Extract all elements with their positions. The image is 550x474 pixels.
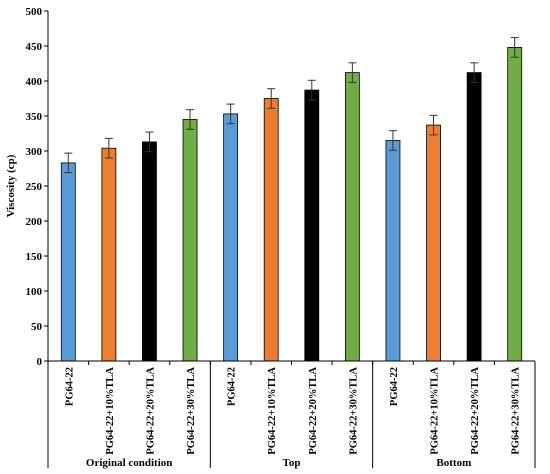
bar [101, 147, 117, 362]
y-axis-ticks: 0 50 100 150 200 250 300 350 400 450 500 [26, 6, 49, 368]
error-bars [64, 37, 519, 174]
category-label: PG64-22+30%TLA [348, 367, 359, 455]
y-tick-label: 0 [37, 356, 43, 368]
y-tick-label: 500 [26, 6, 43, 18]
bar [142, 141, 157, 362]
y-axis-title: Viscosity (cp) [5, 154, 17, 217]
bar [60, 162, 76, 362]
y-tick-label: 100 [26, 286, 43, 298]
bar [385, 140, 401, 362]
category-label: PG64-22 [64, 367, 75, 406]
bar [182, 119, 198, 362]
y-tick-label: 50 [31, 321, 43, 333]
bar-series [60, 47, 523, 362]
category-label: PG64-22+10%TLA [105, 367, 116, 455]
group-labels: Original condition Top Bottom [86, 457, 471, 469]
bar [426, 124, 441, 362]
bar [344, 72, 360, 362]
y-tick-label: 450 [26, 41, 43, 53]
y-tick-label: 150 [26, 251, 43, 263]
group-label: Original condition [86, 457, 173, 469]
category-labels: PG64-22 PG64-22+10%TLA PG64-22+20%TLA PG64-… [64, 367, 521, 455]
group-label: Top [283, 457, 301, 469]
category-label: PG64-22 [389, 367, 400, 406]
y-tick-label: 400 [26, 76, 43, 88]
bar [263, 98, 279, 362]
x-axis [47, 360, 536, 468]
y-tick-label: 350 [26, 111, 43, 123]
y-tick-label: 200 [26, 216, 43, 228]
category-label: PG64-22+20%TLA [470, 367, 481, 455]
bar [507, 47, 523, 362]
bar [466, 72, 482, 362]
category-label: PG64-22 [227, 367, 238, 406]
category-label: PG64-22+30%TLA [186, 367, 197, 455]
bar [304, 89, 320, 362]
group-label: Bottom [436, 457, 471, 469]
y-tick-label: 250 [26, 181, 43, 193]
category-label: PG64-22+20%TLA [145, 367, 156, 455]
category-label: PG64-22+30%TLA [511, 367, 522, 455]
bar [223, 113, 239, 362]
category-label: PG64-22+10%TLA [267, 367, 278, 455]
category-label: PG64-22+20%TLA [308, 367, 319, 455]
category-label: PG64-22+10%TLA [430, 367, 441, 455]
y-tick-label: 300 [26, 146, 43, 158]
